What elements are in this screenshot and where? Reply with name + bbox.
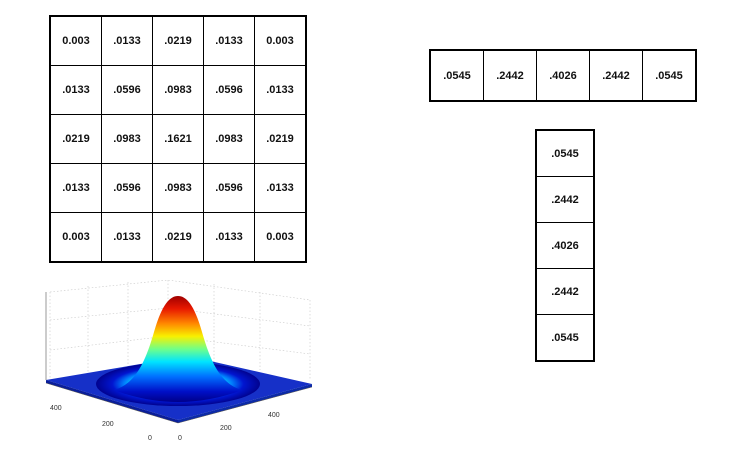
kernel-2d-cell: .0133 <box>203 212 255 263</box>
kernel-2d-cell: 0.003 <box>254 212 307 263</box>
kernel-2d-cell: .0983 <box>152 163 204 213</box>
kernel-2d-cell: .0219 <box>49 114 102 164</box>
kernel-row-cell: .2442 <box>483 49 537 102</box>
kernel-column-cell: .2442 <box>535 268 595 315</box>
gaussian-kernel-row-vector: .0545.2442.4026.2442.0545 <box>429 49 697 102</box>
kernel-2d-cell: .0133 <box>49 65 102 115</box>
kernel-column-row: .0545 <box>535 129 595 177</box>
kernel-2d-row: .0133.0596.0983.0596.0133 <box>49 65 307 115</box>
kernel-2d-cell: .0596 <box>101 65 153 115</box>
kernel-2d-cell: .0596 <box>203 163 255 213</box>
y-tick-0: 0 <box>148 435 152 442</box>
kernel-column-row: .0545 <box>535 314 595 362</box>
kernel-2d-cell: .0133 <box>101 15 153 66</box>
kernel-2d-cell: .0596 <box>101 163 153 213</box>
kernel-2d-cell: .0133 <box>254 163 307 213</box>
kernel-2d-row: 0.003.0133.0219.0133 0.003 <box>49 15 307 66</box>
kernel-column-row: .4026 <box>535 222 595 269</box>
kernel-2d-cell: 0.003 <box>49 15 102 66</box>
kernel-2d-cell: .0219 <box>254 114 307 164</box>
x-tick-0: 0 <box>178 435 182 442</box>
gaussian-kernel-2d: 0.003.0133.0219.0133 0.003.0133.0596.0983… <box>49 15 307 263</box>
kernel-2d-row: .0133.0596.0983.0596.0133 <box>49 163 307 213</box>
x-axis-ticks: 0 200 400 <box>178 412 280 442</box>
kernel-2d-cell: .0983 <box>101 114 153 164</box>
kernel-2d-row: 0.003.0133.0219.0133 0.003 <box>49 212 307 263</box>
x-tick-200: 200 <box>220 425 232 432</box>
kernel-2d-cell: .0219 <box>152 212 204 263</box>
kernel-2d-cell: .0133 <box>203 15 255 66</box>
x-tick-400: 400 <box>268 412 280 419</box>
kernel-column-row: .2442 <box>535 268 595 315</box>
kernel-row-vector-row: .0545.2442.4026.2442.0545 <box>429 49 697 102</box>
kernel-column-cell: .0545 <box>535 314 595 362</box>
kernel-2d-cell: 0.003 <box>49 212 102 263</box>
kernel-row-cell: .0545 <box>429 49 484 102</box>
gaussian-kernel-column-vector: .0545.2442.4026.2442.0545 <box>535 129 595 362</box>
kernel-column-cell: .2442 <box>535 176 595 223</box>
kernel-column-row: .2442 <box>535 176 595 223</box>
kernel-column-cell: .0545 <box>535 129 595 177</box>
y-axis-ticks: 0 200 400 <box>50 405 152 442</box>
y-tick-400: 400 <box>50 405 62 412</box>
kernel-2d-cell: .0983 <box>152 65 204 115</box>
kernel-2d-cell: .0133 <box>254 65 307 115</box>
gaussian-peak <box>114 296 242 402</box>
gaussian-surface-plot: 0 200 400 0 200 400 <box>45 280 313 442</box>
kernel-2d-cell: .0133 <box>101 212 153 263</box>
kernel-row-cell: .2442 <box>589 49 643 102</box>
kernel-2d-cell: .0219 <box>152 15 204 66</box>
kernel-column-cell: .4026 <box>535 222 595 269</box>
kernel-2d-cell: .1621 <box>152 114 204 164</box>
kernel-2d-cell: .0133 <box>49 163 102 213</box>
kernel-2d-cell: .0596 <box>203 65 255 115</box>
kernel-2d-row: .0219.0983.1621.0983.0219 <box>49 114 307 164</box>
y-tick-200: 200 <box>102 421 114 428</box>
kernel-row-cell: .4026 <box>536 49 590 102</box>
kernel-row-cell: .0545 <box>642 49 697 102</box>
plot-axes <box>45 292 313 424</box>
kernel-2d-cell: 0.003 <box>254 15 307 66</box>
kernel-2d-cell: .0983 <box>203 114 255 164</box>
